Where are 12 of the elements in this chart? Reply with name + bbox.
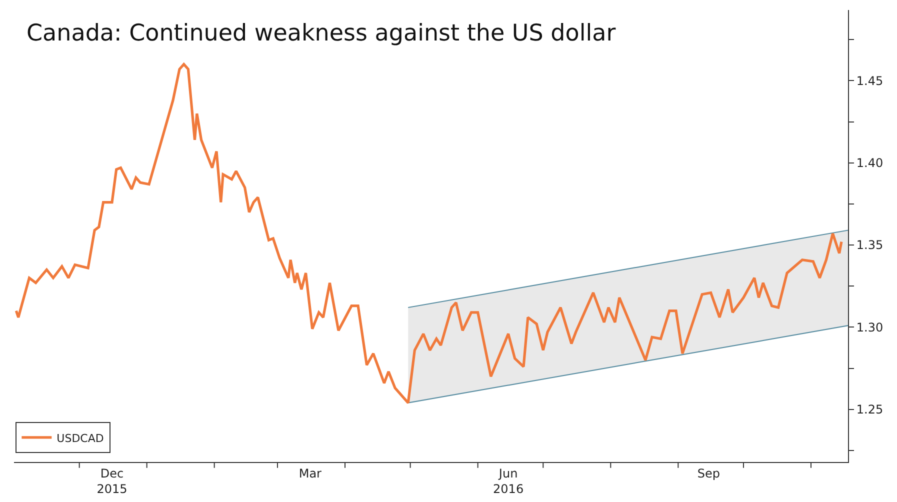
text: Canada: Continued weakness against the US dollar [26,20,616,47]
y-tick-label: 1.30 [856,320,884,334]
x-tick-label: Jun 2016 [493,466,524,496]
legend-label: USDCAD [56,432,104,445]
x-tick-label: Sep [697,466,720,480]
x-tick-label: Dec 2015 [96,466,128,496]
y-tick-label: 1.25 [856,402,884,417]
y-tick-label: 1.40 [856,156,884,170]
y-tick-label: 1.45 [856,74,884,88]
x-tick-label: Mar [298,466,322,480]
y-tick-label: 1.35 [856,238,884,252]
line-series [14,62,843,404]
